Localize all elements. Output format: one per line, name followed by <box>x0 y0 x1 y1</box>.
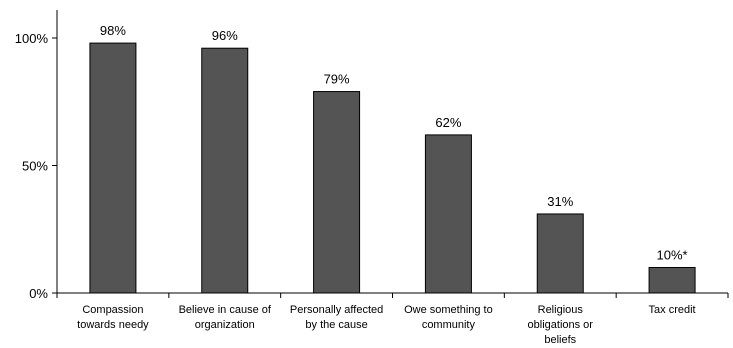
bar <box>536 213 584 294</box>
bar <box>313 91 361 294</box>
data-label: 62% <box>435 115 461 130</box>
data-label: 10%* <box>657 248 688 263</box>
category-label: Compassion <box>82 304 143 316</box>
category-label: community <box>422 319 476 331</box>
data-label: 79% <box>324 72 350 87</box>
category-label: Tax credit <box>649 304 696 316</box>
category-label: obligations or <box>528 319 594 331</box>
bar <box>648 267 696 294</box>
data-label: 98% <box>100 23 126 38</box>
bar <box>424 134 472 294</box>
category-label: Believe in cause of <box>179 304 272 316</box>
data-label: 96% <box>212 28 238 43</box>
bar <box>89 42 137 294</box>
category-label: by the cause <box>305 319 367 331</box>
category-label: Owe something to <box>404 304 493 316</box>
y-tick-label: 100% <box>15 31 49 46</box>
y-tick-label: 50% <box>22 159 48 174</box>
category-label: towards needy <box>77 319 149 331</box>
category-label: beliefs <box>544 334 576 346</box>
category-label: organization <box>195 319 255 331</box>
data-label: 31% <box>547 194 573 209</box>
y-tick-label: 0% <box>29 286 48 301</box>
category-label: Personally affected <box>290 304 383 316</box>
bar <box>201 47 249 294</box>
category-label: Religious <box>538 304 584 316</box>
